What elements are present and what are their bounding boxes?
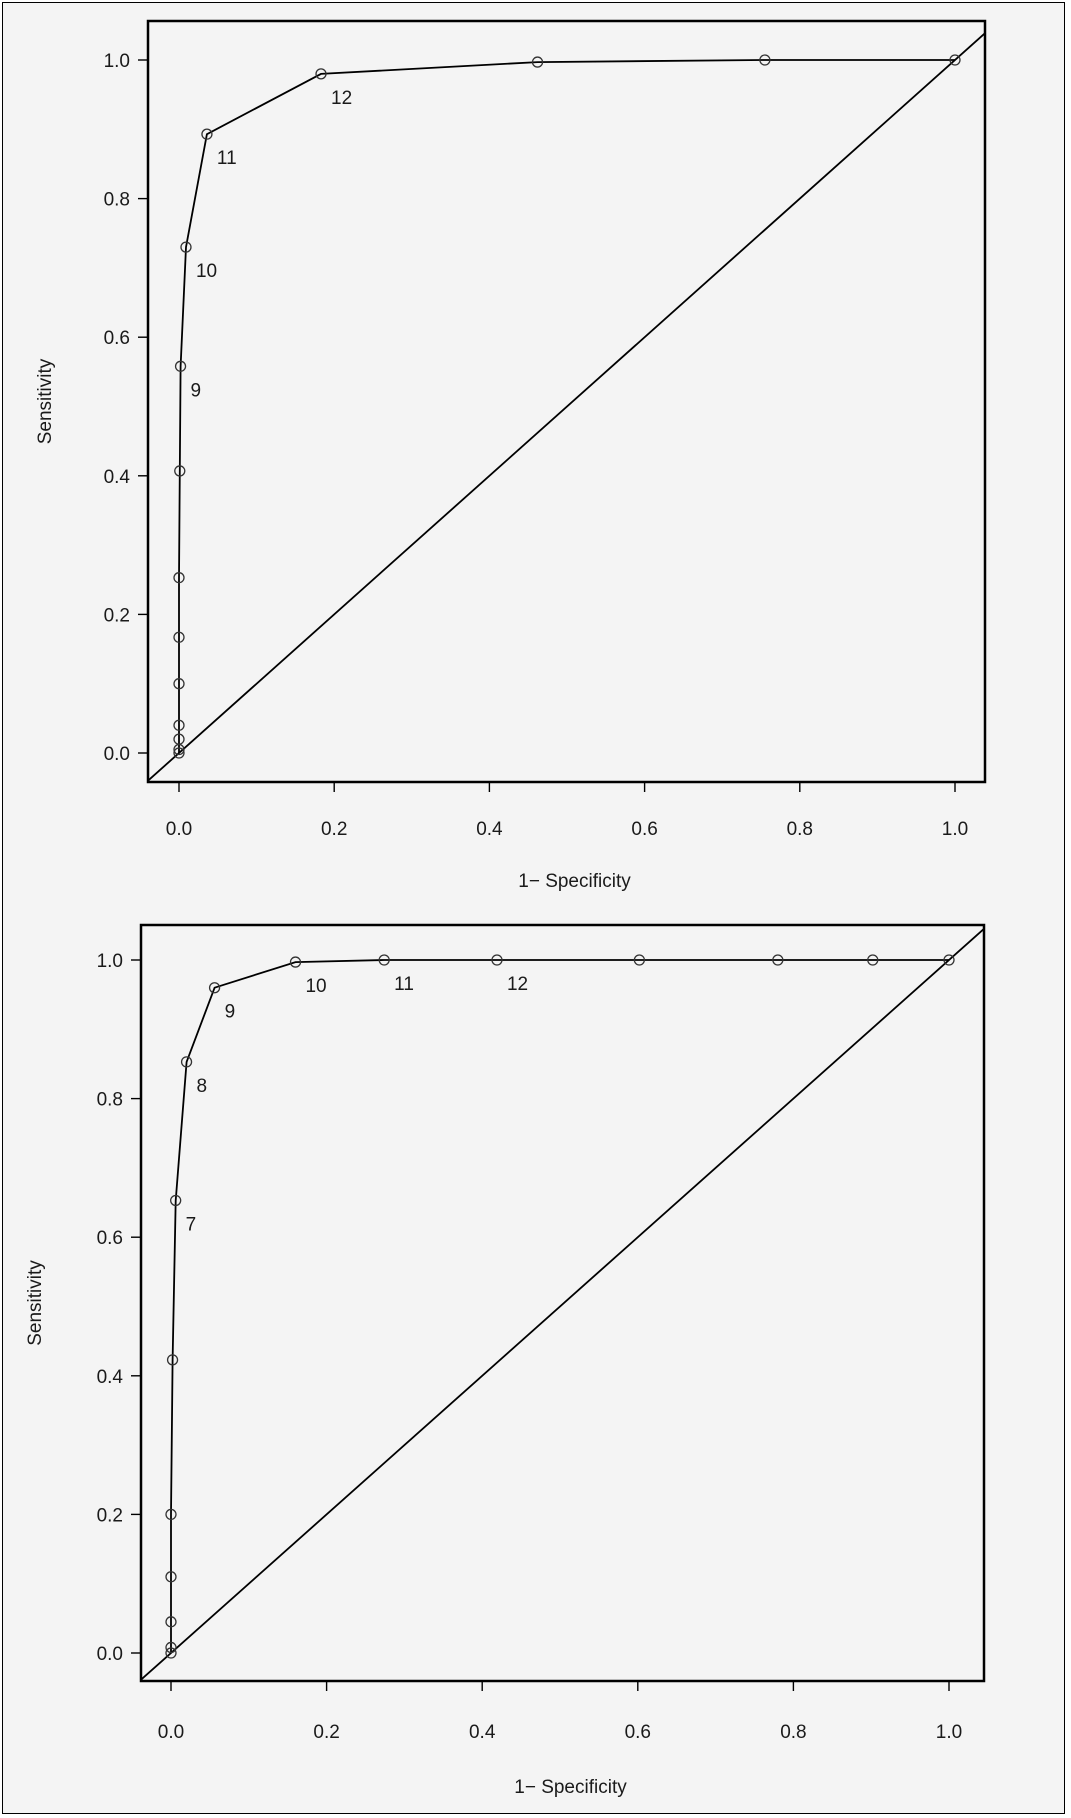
panel2-roc-point [165,1647,177,1659]
panel2-roc-point [165,1641,177,1654]
panel1-point-label: 9 [191,380,202,401]
panel2-roc-point [867,954,879,966]
panel1-roc-point [173,719,185,731]
panel2-roc-point [166,1354,179,1366]
panel2-point-label: 7 [186,1214,197,1235]
panel1-roc-point [173,631,185,643]
panel2-roc-point [165,1616,177,1628]
panel1-x-tick-label: 0.6 [631,819,657,840]
panel1-roc-point [759,54,771,66]
panel1-y-tick-label: 0.8 [104,190,130,211]
panel1-roc-point [173,747,185,759]
panel1-roc-point [315,68,327,80]
panel2-y-tick-label: 0.6 [97,1228,123,1249]
panel1-roc-point [173,678,185,690]
panel2-roc-point [180,1056,193,1068]
roc-figure: 0.0 0.2 0.4 0.6 0.8 1.0 0.0 0.2 0.4 0.6 0.8 1.0 1− S… [25,19,987,1798]
panel2-point-label: 11 [394,974,414,995]
panel1-y-tick-label: 0.0 [104,744,130,765]
panel2-y-tick-label: 1.0 [97,951,123,972]
panel2-roc-point [378,954,390,966]
panel1-x-tick-label: 0.0 [166,819,192,840]
panel2-roc-point [943,954,955,966]
panel1-x-axis-label: 1− Specificity [518,871,631,892]
panel1-y-tick-label: 0.6 [104,328,130,349]
panel2-y-tick-label: 0.8 [97,1090,123,1111]
panel2-point-label: 9 [225,1002,236,1023]
panel1-y-tick-label: 1.0 [104,51,130,72]
panel1-plot-box [146,19,987,784]
panel2-roc-point [208,982,221,994]
panel2-point-label: 10 [305,976,326,997]
panel2-y-tick-label: 0.0 [97,1644,123,1665]
panel1-roc-point [949,54,961,66]
panel2-x-tick-label: 0.2 [313,1722,339,1743]
panel1-y-axis-label: Sensitivity [35,358,56,444]
panel2-roc-point [633,954,646,966]
panel2-roc-curve-line [170,959,949,1653]
panel1-x-tick-label: 0.4 [476,819,503,840]
panel1-x-tick-label: 0.2 [321,819,347,840]
panel1-y-tick-label: 0.4 [104,467,131,488]
panel2-y-tick-label: 0.4 [97,1367,124,1388]
panel1-roc-point [180,241,192,253]
panel2-x-tick-label: 0.0 [158,1722,184,1743]
panel2-roc-point [289,956,302,968]
panel2-x-tick-label: 1.0 [936,1722,962,1743]
panel2-x-tick-label: 0.6 [625,1722,651,1743]
panel1-y-tick-label: 0.2 [104,605,130,626]
panel2-roc-point [772,954,784,966]
panel2-y-axis-label: Sensitivity [25,1260,46,1346]
panel1-roc-point [173,572,185,584]
panel2-point-label: 12 [507,974,528,995]
panel2-point-label: 8 [197,1076,208,1097]
panel1-roc-point [174,465,186,477]
panel2-plot-box [139,923,986,1683]
panel1-x-tick-label: 1.0 [942,819,968,840]
panel2-roc-point [491,954,503,966]
panel1-point-label: 11 [217,148,237,169]
panel2-reference-diagonal [140,928,985,1681]
panel2-roc-point [165,1571,177,1583]
panel1-reference-diagonal [147,32,986,782]
panel2-x-axis-label: 1− Specificity [514,1777,627,1798]
panel1-roc-point [173,733,185,745]
panel2-y-tick-label: 0.2 [97,1505,123,1526]
panel2-roc-point [165,1508,177,1521]
panel1-x-tick-label: 0.8 [787,819,813,840]
panel2-x-tick-label: 0.4 [469,1722,496,1743]
panel2-roc-point [170,1194,182,1207]
panel1-roc-point [531,56,544,68]
panel1-point-label: 10 [196,261,217,282]
panel2-x-tick-label: 0.8 [780,1722,806,1743]
panel1-point-label: 12 [331,88,352,109]
panel1-roc-point [201,128,213,140]
panel1-roc-point [174,360,187,372]
